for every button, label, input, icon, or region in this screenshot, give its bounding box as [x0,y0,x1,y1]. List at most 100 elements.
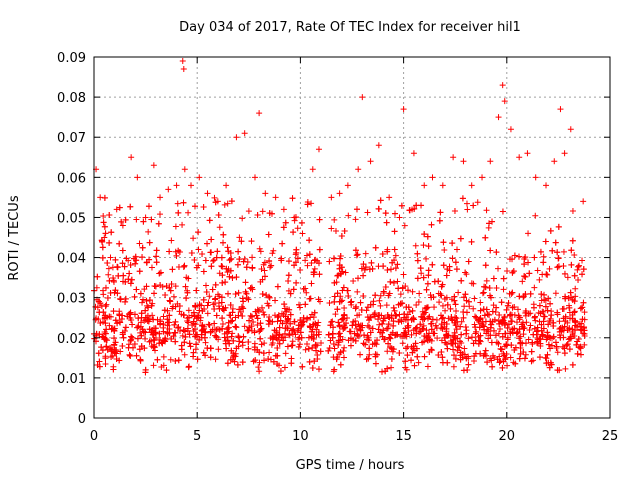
data-point [580,266,587,273]
data-point [142,316,149,323]
data-point [120,272,127,279]
data-point [195,229,202,236]
y-tick-label: 0.02 [57,332,86,347]
data-point [417,321,424,328]
data-point [437,312,444,319]
data-point [170,303,177,310]
data-point [436,217,443,224]
data-point [470,202,477,209]
data-point [101,328,108,335]
data-point [552,239,559,246]
data-point [311,265,318,272]
data-point [421,353,428,360]
data-point [414,324,421,331]
data-point [425,243,432,250]
data-point [214,248,221,255]
data-point [210,257,217,264]
data-point [540,259,547,266]
data-point [482,234,489,241]
data-point [104,295,111,302]
data-point [366,317,373,324]
data-point [484,326,491,333]
data-point [284,306,291,313]
data-point [158,364,165,371]
data-point [190,309,197,316]
plot-frame [93,56,611,419]
data-point [413,301,420,308]
data-point [408,331,415,338]
data-point [204,310,211,317]
data-point [151,290,158,297]
data-point [417,328,424,335]
data-point [420,310,427,317]
data-point [231,358,238,365]
data-point [337,253,344,260]
data-point [572,285,579,292]
data-point [426,313,433,320]
data-point [102,360,109,367]
data-point [459,354,466,361]
data-point [365,355,372,362]
data-point [216,299,223,306]
data-point [581,309,588,316]
data-point [404,322,411,329]
data-point [137,290,144,297]
data-point [580,299,587,306]
data-point [138,343,145,350]
data-point [101,312,108,319]
data-point [410,327,417,334]
data-point [364,332,371,339]
data-point [114,290,121,297]
data-point [479,290,486,297]
data-point [127,262,134,269]
data-point [104,260,111,267]
data-point [576,262,583,269]
data-point [127,203,134,210]
data-point [216,293,223,300]
data-point [402,358,409,365]
data-point [157,194,164,201]
data-point [520,294,527,301]
data-point [241,255,248,262]
data-point [285,278,292,285]
data-point [274,314,281,321]
data-point [213,333,220,340]
data-point [409,307,416,314]
x-axis-label: GPS time / hours [296,458,405,473]
data-point [503,306,510,313]
data-point [97,194,104,201]
data-point [457,323,464,330]
data-point [328,194,335,201]
data-point [464,206,471,213]
data-point [249,264,256,271]
data-point [184,289,191,296]
data-point [468,334,475,341]
data-point [254,315,261,322]
data-point [345,293,352,300]
data-point [261,273,268,280]
data-point [516,335,523,342]
data-point [444,301,451,308]
data-point [144,312,151,319]
data-point [328,225,335,232]
data-point [285,272,292,279]
data-point [542,354,549,361]
data-point [345,337,352,344]
data-point [571,332,578,339]
data-point [523,319,530,326]
data-point [166,312,173,319]
data-point [99,254,106,261]
data-point [415,298,422,305]
data-point [233,324,240,331]
data-point [106,239,113,246]
data-point [560,305,567,312]
data-point [509,256,516,263]
data-point [224,200,231,207]
data-point [575,263,582,270]
data-point [172,283,179,290]
data-point [429,174,436,181]
data-point [445,332,452,339]
data-point [514,329,521,336]
data-point [223,265,230,272]
data-point [266,257,273,264]
